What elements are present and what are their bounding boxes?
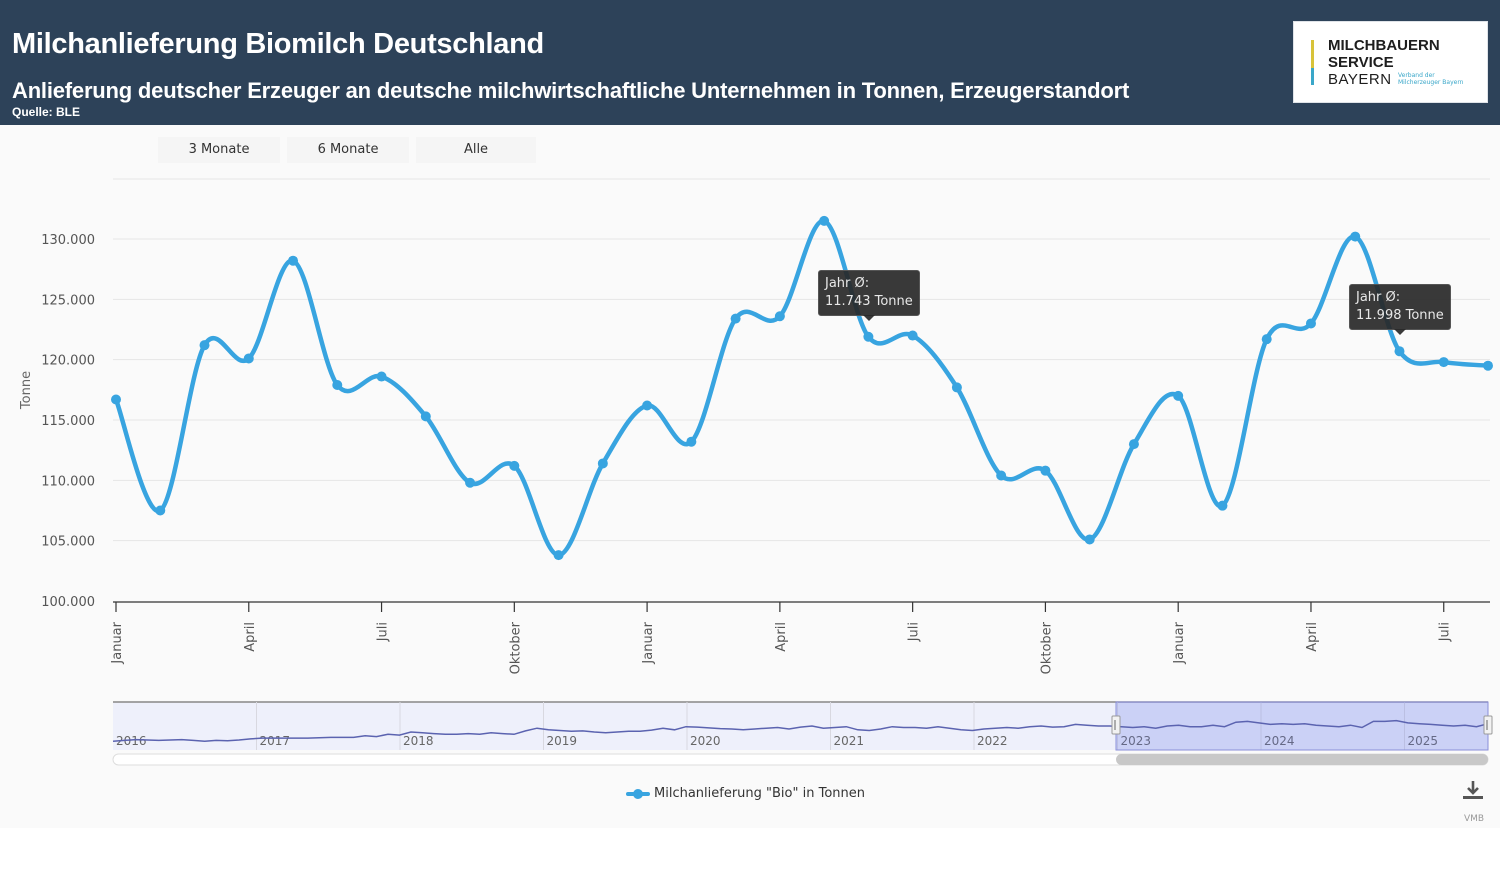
tooltip-year-average-2025: Jahr Ø: 11.998 Tonne bbox=[1349, 284, 1451, 335]
range-button-all[interactable]: Alle bbox=[416, 137, 536, 163]
data-point[interactable] bbox=[597, 458, 608, 469]
data-point[interactable] bbox=[1217, 500, 1228, 511]
grid-lines bbox=[113, 178, 1490, 542]
y-tick-label: 110.000 bbox=[41, 474, 95, 489]
navigator-year-label: 2016 bbox=[116, 734, 147, 748]
scrollbar-thumb[interactable] bbox=[1116, 754, 1488, 765]
navigator-year-label: 2021 bbox=[834, 734, 865, 748]
data-point[interactable] bbox=[420, 411, 431, 422]
range-button-3-months[interactable]: 3 Monate bbox=[158, 137, 280, 163]
data-point[interactable] bbox=[376, 371, 387, 382]
source-label: Quelle: BLE bbox=[12, 105, 81, 119]
tooltip-year-average-2024: Jahr Ø: 11.743 Tonne bbox=[818, 270, 920, 321]
logo-bar-blue bbox=[1311, 68, 1314, 85]
logo: MILCHBAUERN SERVICE BAYERN Verband der M… bbox=[1293, 21, 1488, 103]
data-point[interactable] bbox=[819, 215, 830, 226]
y-tick-label: 100.000 bbox=[41, 595, 95, 610]
logo-tagline: Verband der Milcherzeuger Bayern bbox=[1398, 72, 1464, 86]
data-point[interactable] bbox=[730, 313, 741, 324]
logo-bar-yellow bbox=[1311, 40, 1314, 68]
data-point[interactable] bbox=[1261, 334, 1272, 345]
navigator-year-label: 2019 bbox=[547, 734, 578, 748]
navigator-handle-right[interactable] bbox=[1483, 715, 1493, 735]
x-tick-label: Juli bbox=[376, 622, 391, 642]
data-point[interactable] bbox=[863, 331, 874, 342]
navigator-year-label: 2017 bbox=[260, 734, 291, 748]
data-point[interactable] bbox=[774, 311, 785, 322]
data-point[interactable] bbox=[642, 400, 653, 411]
legend-label: Milchanlieferung "Bio" in Tonnen bbox=[654, 786, 865, 801]
range-button-6-months[interactable]: 6 Monate bbox=[287, 137, 409, 163]
navigator-handle-left[interactable] bbox=[1111, 715, 1121, 735]
data-point[interactable] bbox=[199, 340, 210, 351]
header: Milchanlieferung Biomilch Deutschland An… bbox=[0, 0, 1500, 125]
y-tick-label: 115.000 bbox=[41, 414, 95, 429]
x-tick-label: Oktober bbox=[1039, 621, 1054, 674]
y-axis-title: Tonne bbox=[19, 371, 34, 410]
x-tick-label: April bbox=[1305, 622, 1320, 652]
y-tick-label: 125.000 bbox=[41, 293, 95, 308]
data-point[interactable] bbox=[1394, 346, 1405, 357]
data-point[interactable] bbox=[907, 330, 918, 341]
tooltip-value: 11.998 Tonne bbox=[1356, 308, 1444, 323]
data-point[interactable] bbox=[509, 460, 520, 471]
data-point[interactable] bbox=[951, 382, 962, 393]
x-tick-label: April bbox=[243, 622, 258, 652]
navigator-series-line bbox=[112, 719, 1489, 742]
x-tick-label: Juli bbox=[907, 622, 922, 642]
series-line bbox=[113, 218, 1491, 558]
legend-item[interactable]: Milchanlieferung "Bio" in Tonnen bbox=[626, 786, 865, 801]
data-point[interactable] bbox=[996, 470, 1007, 481]
navigator-year-label: 2024 bbox=[1264, 734, 1295, 748]
navigator-year-label: 2025 bbox=[1408, 734, 1439, 748]
x-tick-label: April bbox=[774, 622, 789, 652]
x-tick-label: Januar bbox=[110, 621, 125, 664]
x-axis-ticks: Januar April Juli Oktober Januar April Juli Okt… bbox=[110, 602, 1453, 674]
series-points bbox=[111, 215, 1493, 561]
y-tick-label: 105.000 bbox=[41, 535, 95, 550]
legend-symbol-icon bbox=[626, 788, 650, 800]
data-point[interactable] bbox=[1305, 318, 1316, 329]
data-point[interactable] bbox=[1084, 534, 1095, 545]
data-point[interactable] bbox=[465, 477, 476, 488]
data-point[interactable] bbox=[1483, 360, 1493, 371]
logo-line-1: MILCHBAUERN bbox=[1328, 37, 1440, 54]
navigator-year-label: 2023 bbox=[1121, 734, 1152, 748]
data-point[interactable] bbox=[243, 353, 254, 364]
download-button[interactable] bbox=[1460, 778, 1486, 804]
x-tick-label: Juli bbox=[1438, 622, 1453, 642]
download-icon bbox=[1463, 781, 1483, 799]
page-title: Milchanlieferung Biomilch Deutschland bbox=[12, 28, 544, 60]
credit-label: VMB bbox=[1464, 814, 1485, 824]
tooltip-value: 11.743 Tonne bbox=[825, 294, 913, 309]
page-subtitle: Anlieferung deutscher Erzeuger an deutsc… bbox=[12, 78, 1130, 103]
logo-line-3: BAYERN bbox=[1328, 71, 1392, 88]
navigator: 2016 2017 2018 2019 2020 2021 2022 2023 2024 2025 bbox=[112, 701, 1493, 766]
data-point[interactable] bbox=[1173, 390, 1184, 401]
x-tick-label: Januar bbox=[641, 621, 656, 664]
data-point[interactable] bbox=[111, 394, 121, 405]
data-point[interactable] bbox=[1438, 357, 1449, 368]
tooltip-label: Jahr Ø: bbox=[825, 276, 870, 291]
x-tick-label: Oktober bbox=[508, 621, 523, 674]
y-tick-label: 130.000 bbox=[41, 233, 95, 248]
navigator-year-label: 2020 bbox=[690, 734, 721, 748]
data-point[interactable] bbox=[332, 380, 343, 391]
data-point[interactable] bbox=[1350, 231, 1361, 242]
navigator-year-label: 2018 bbox=[403, 734, 434, 748]
data-point[interactable] bbox=[155, 505, 166, 516]
data-point[interactable] bbox=[288, 255, 299, 266]
data-point[interactable] bbox=[1040, 465, 1051, 476]
data-point[interactable] bbox=[1128, 439, 1139, 450]
navigator-year-label: 2022 bbox=[977, 734, 1008, 748]
logo-line-2: SERVICE bbox=[1328, 54, 1394, 71]
tooltip-label: Jahr Ø: bbox=[1356, 290, 1401, 305]
data-point[interactable] bbox=[553, 550, 564, 561]
y-tick-label: 120.000 bbox=[41, 354, 95, 369]
y-axis-ticks: 100.000 105.000 110.000 115.000 120.000 125.0… bbox=[41, 233, 95, 610]
navigator-background bbox=[113, 702, 1488, 750]
x-tick-label: Januar bbox=[1172, 621, 1187, 664]
data-point[interactable] bbox=[686, 436, 697, 447]
